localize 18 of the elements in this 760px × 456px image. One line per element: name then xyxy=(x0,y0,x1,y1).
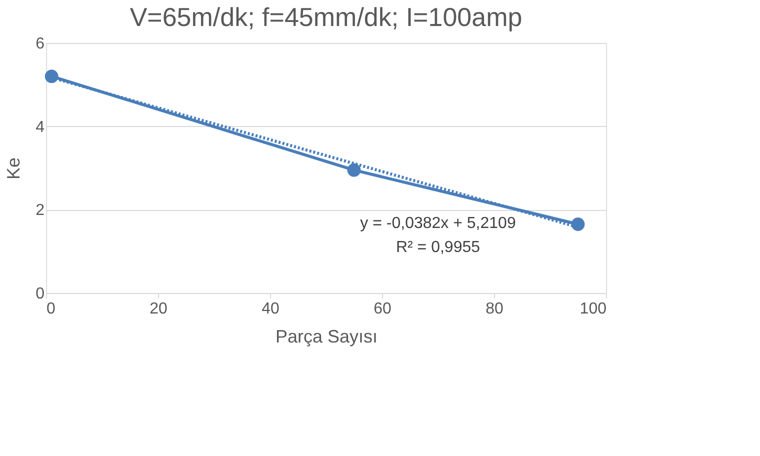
x-tick-label: 80 xyxy=(486,300,504,318)
annotation: R² = 0,9955 xyxy=(396,239,480,256)
y-tick-label: 4 xyxy=(36,118,45,136)
x-tick-label: 0 xyxy=(46,300,56,318)
point xyxy=(347,163,361,177)
chart-title: V=65m/dk; f=45mm/dk; I=100amp xyxy=(130,2,522,32)
x-tick-label: 40 xyxy=(262,300,280,318)
x-tick-label: 100 xyxy=(580,300,607,318)
point xyxy=(571,218,585,231)
y-tick-label: 6 xyxy=(36,36,45,52)
x-tick-label: 20 xyxy=(150,300,168,318)
y-tick-label: 2 xyxy=(36,202,45,220)
y-tick-label: 0 xyxy=(36,286,45,302)
point xyxy=(44,70,58,84)
x-tick-label: 60 xyxy=(374,300,392,318)
annotation: y = -0,0382x + 5,2109 xyxy=(360,215,516,232)
x-axis-title: Parça Sayısı xyxy=(275,326,378,346)
y-axis-title: Ke xyxy=(4,157,24,180)
